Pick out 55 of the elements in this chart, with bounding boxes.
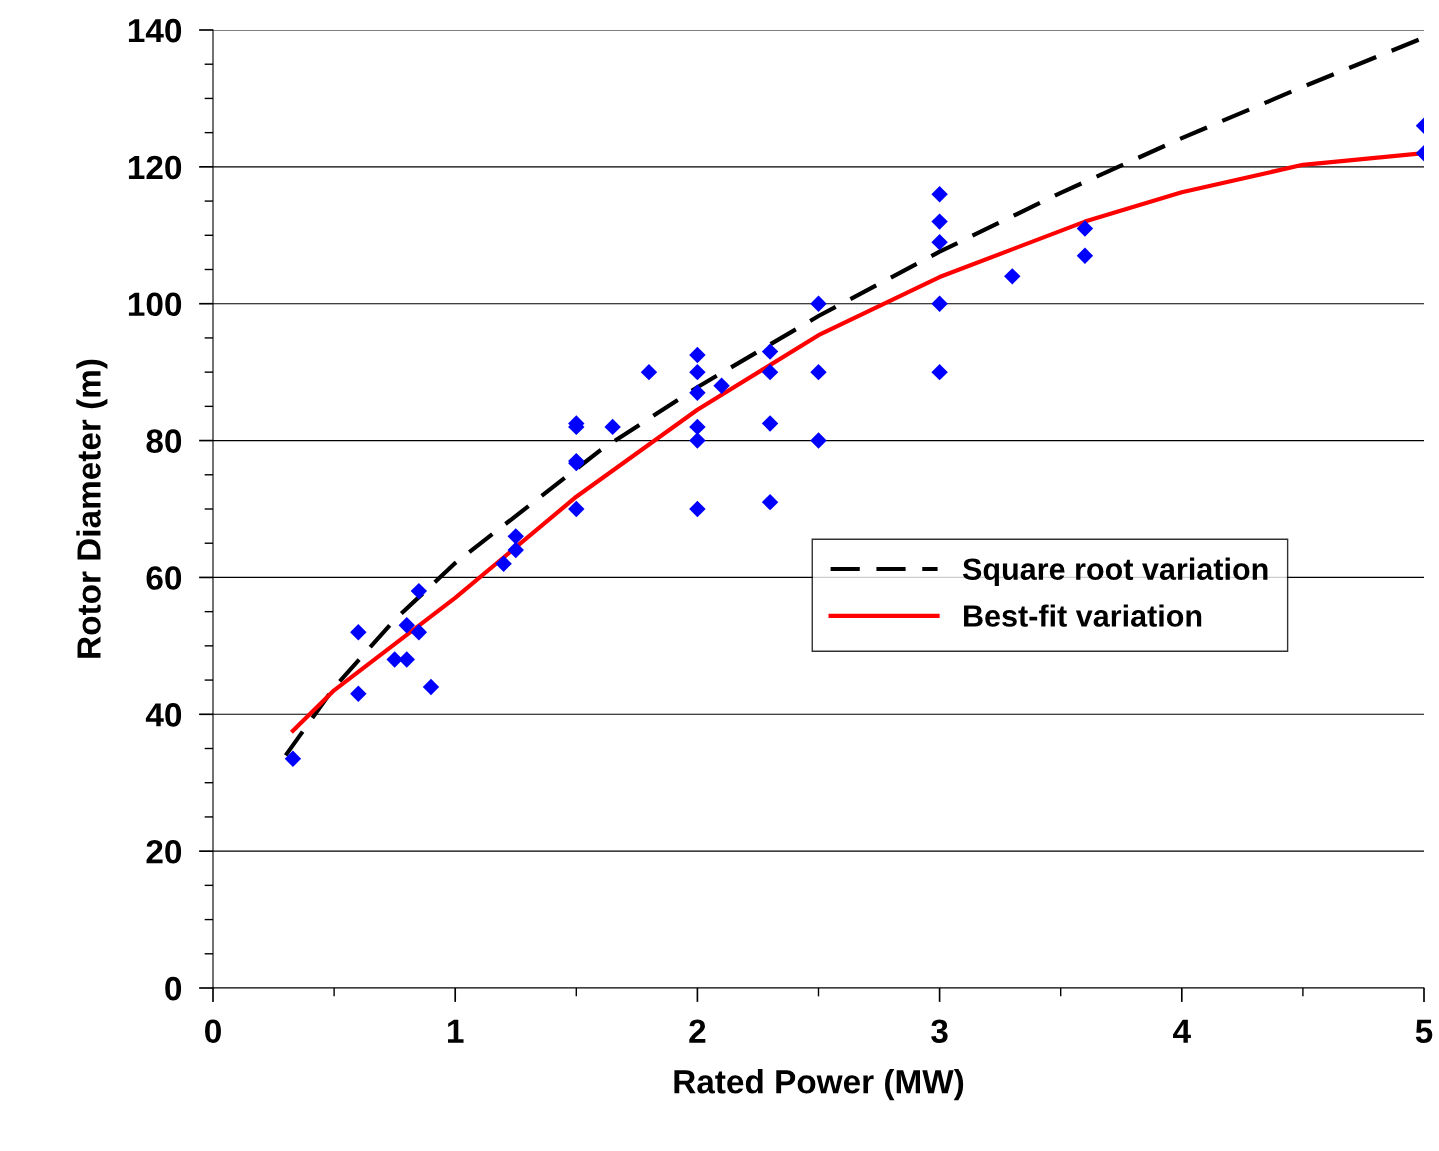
point (422, 678, 440, 696)
point (410, 582, 428, 600)
point (931, 213, 948, 230)
point (284, 750, 302, 767)
legend-label: Best-fit variation (964, 604, 1202, 627)
y-axis-title: Rotor Diameter (m) (76, 359, 108, 658)
point (810, 295, 827, 312)
point (386, 651, 403, 668)
x-tick-label: 4 (1173, 1019, 1191, 1043)
point (495, 555, 512, 572)
legend-label: Square root variation (962, 557, 1268, 587)
point (689, 432, 706, 449)
x-tick-label: 2 (689, 1019, 706, 1043)
point (640, 363, 658, 381)
x-tick-label: 3 (931, 1019, 948, 1044)
point (507, 528, 524, 545)
x-tick-label: 5 (1415, 1019, 1433, 1044)
point (568, 500, 585, 518)
point (1076, 220, 1094, 237)
point (398, 651, 415, 668)
x-tick-label: 1 (448, 1019, 464, 1043)
point (810, 432, 827, 449)
point (761, 343, 779, 360)
point (350, 623, 367, 641)
y-tick-label: 140 (128, 18, 182, 43)
y-tick-label: 120 (128, 155, 182, 180)
point (713, 377, 730, 395)
point (1004, 268, 1021, 285)
point (604, 418, 621, 436)
y-tick-label: 60 (146, 566, 182, 590)
point (507, 541, 524, 559)
point (689, 384, 706, 401)
point (350, 685, 367, 702)
point (761, 493, 779, 511)
y-tick-label: 20 (146, 839, 182, 864)
y-tick-label: 40 (145, 703, 182, 727)
point (931, 233, 948, 251)
point (931, 295, 948, 312)
point (689, 363, 706, 381)
y-tick-label: 0 (165, 976, 182, 1001)
point (689, 418, 706, 436)
x-axis-title: Rated Power (MW) (674, 1069, 964, 1101)
point (1076, 247, 1094, 265)
point (689, 346, 706, 364)
point (410, 623, 428, 641)
x-tick-label: 0 (205, 1019, 221, 1044)
point (761, 415, 779, 432)
point (931, 186, 948, 203)
point (761, 363, 779, 381)
point (931, 363, 948, 381)
point (689, 500, 706, 518)
y-tick-label: 80 (146, 429, 182, 453)
point (810, 363, 827, 381)
point (398, 617, 415, 634)
y-tick-label: 100 (128, 292, 182, 317)
